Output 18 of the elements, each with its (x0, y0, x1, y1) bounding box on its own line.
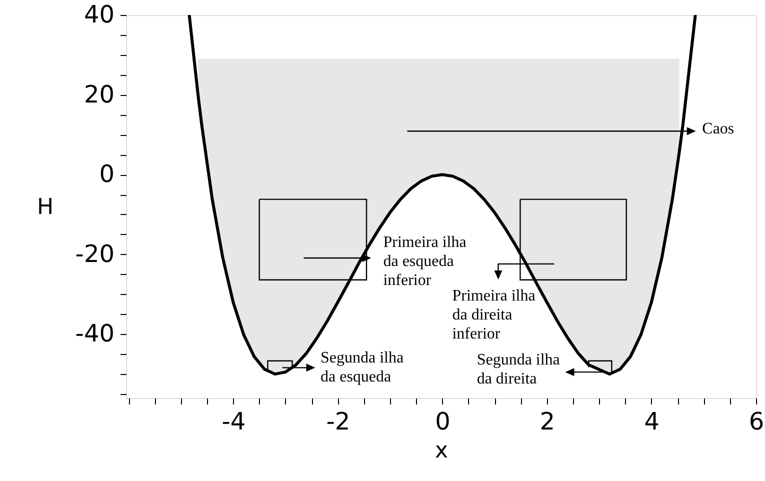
annotation: Segunda ilha da direita (476, 351, 560, 388)
annotation: Primeira ilha da esqueda inferior (383, 234, 466, 290)
annotation: Segunda ilha da esqueda (320, 350, 404, 386)
annotation: Caos (702, 120, 734, 138)
y-tick-label: -40 (75, 320, 114, 348)
y-tick-label: -20 (75, 240, 114, 268)
x-tick-label: 0 (435, 408, 450, 436)
x-tick-label: -4 (222, 408, 246, 436)
y-tick-label: 40 (84, 0, 114, 28)
x-tick-label: 6 (748, 408, 764, 436)
x-axis-title: x (434, 438, 448, 464)
x-tick-label: -2 (326, 408, 350, 436)
x-tick-label: 2 (540, 408, 556, 436)
y-axis-title: H (37, 195, 54, 220)
x-tick-label: 4 (644, 408, 660, 436)
y-tick-label: 20 (84, 80, 114, 108)
annotation: Primeira ilha da direita inferior (452, 287, 536, 342)
y-tick-label: 0 (99, 160, 114, 188)
